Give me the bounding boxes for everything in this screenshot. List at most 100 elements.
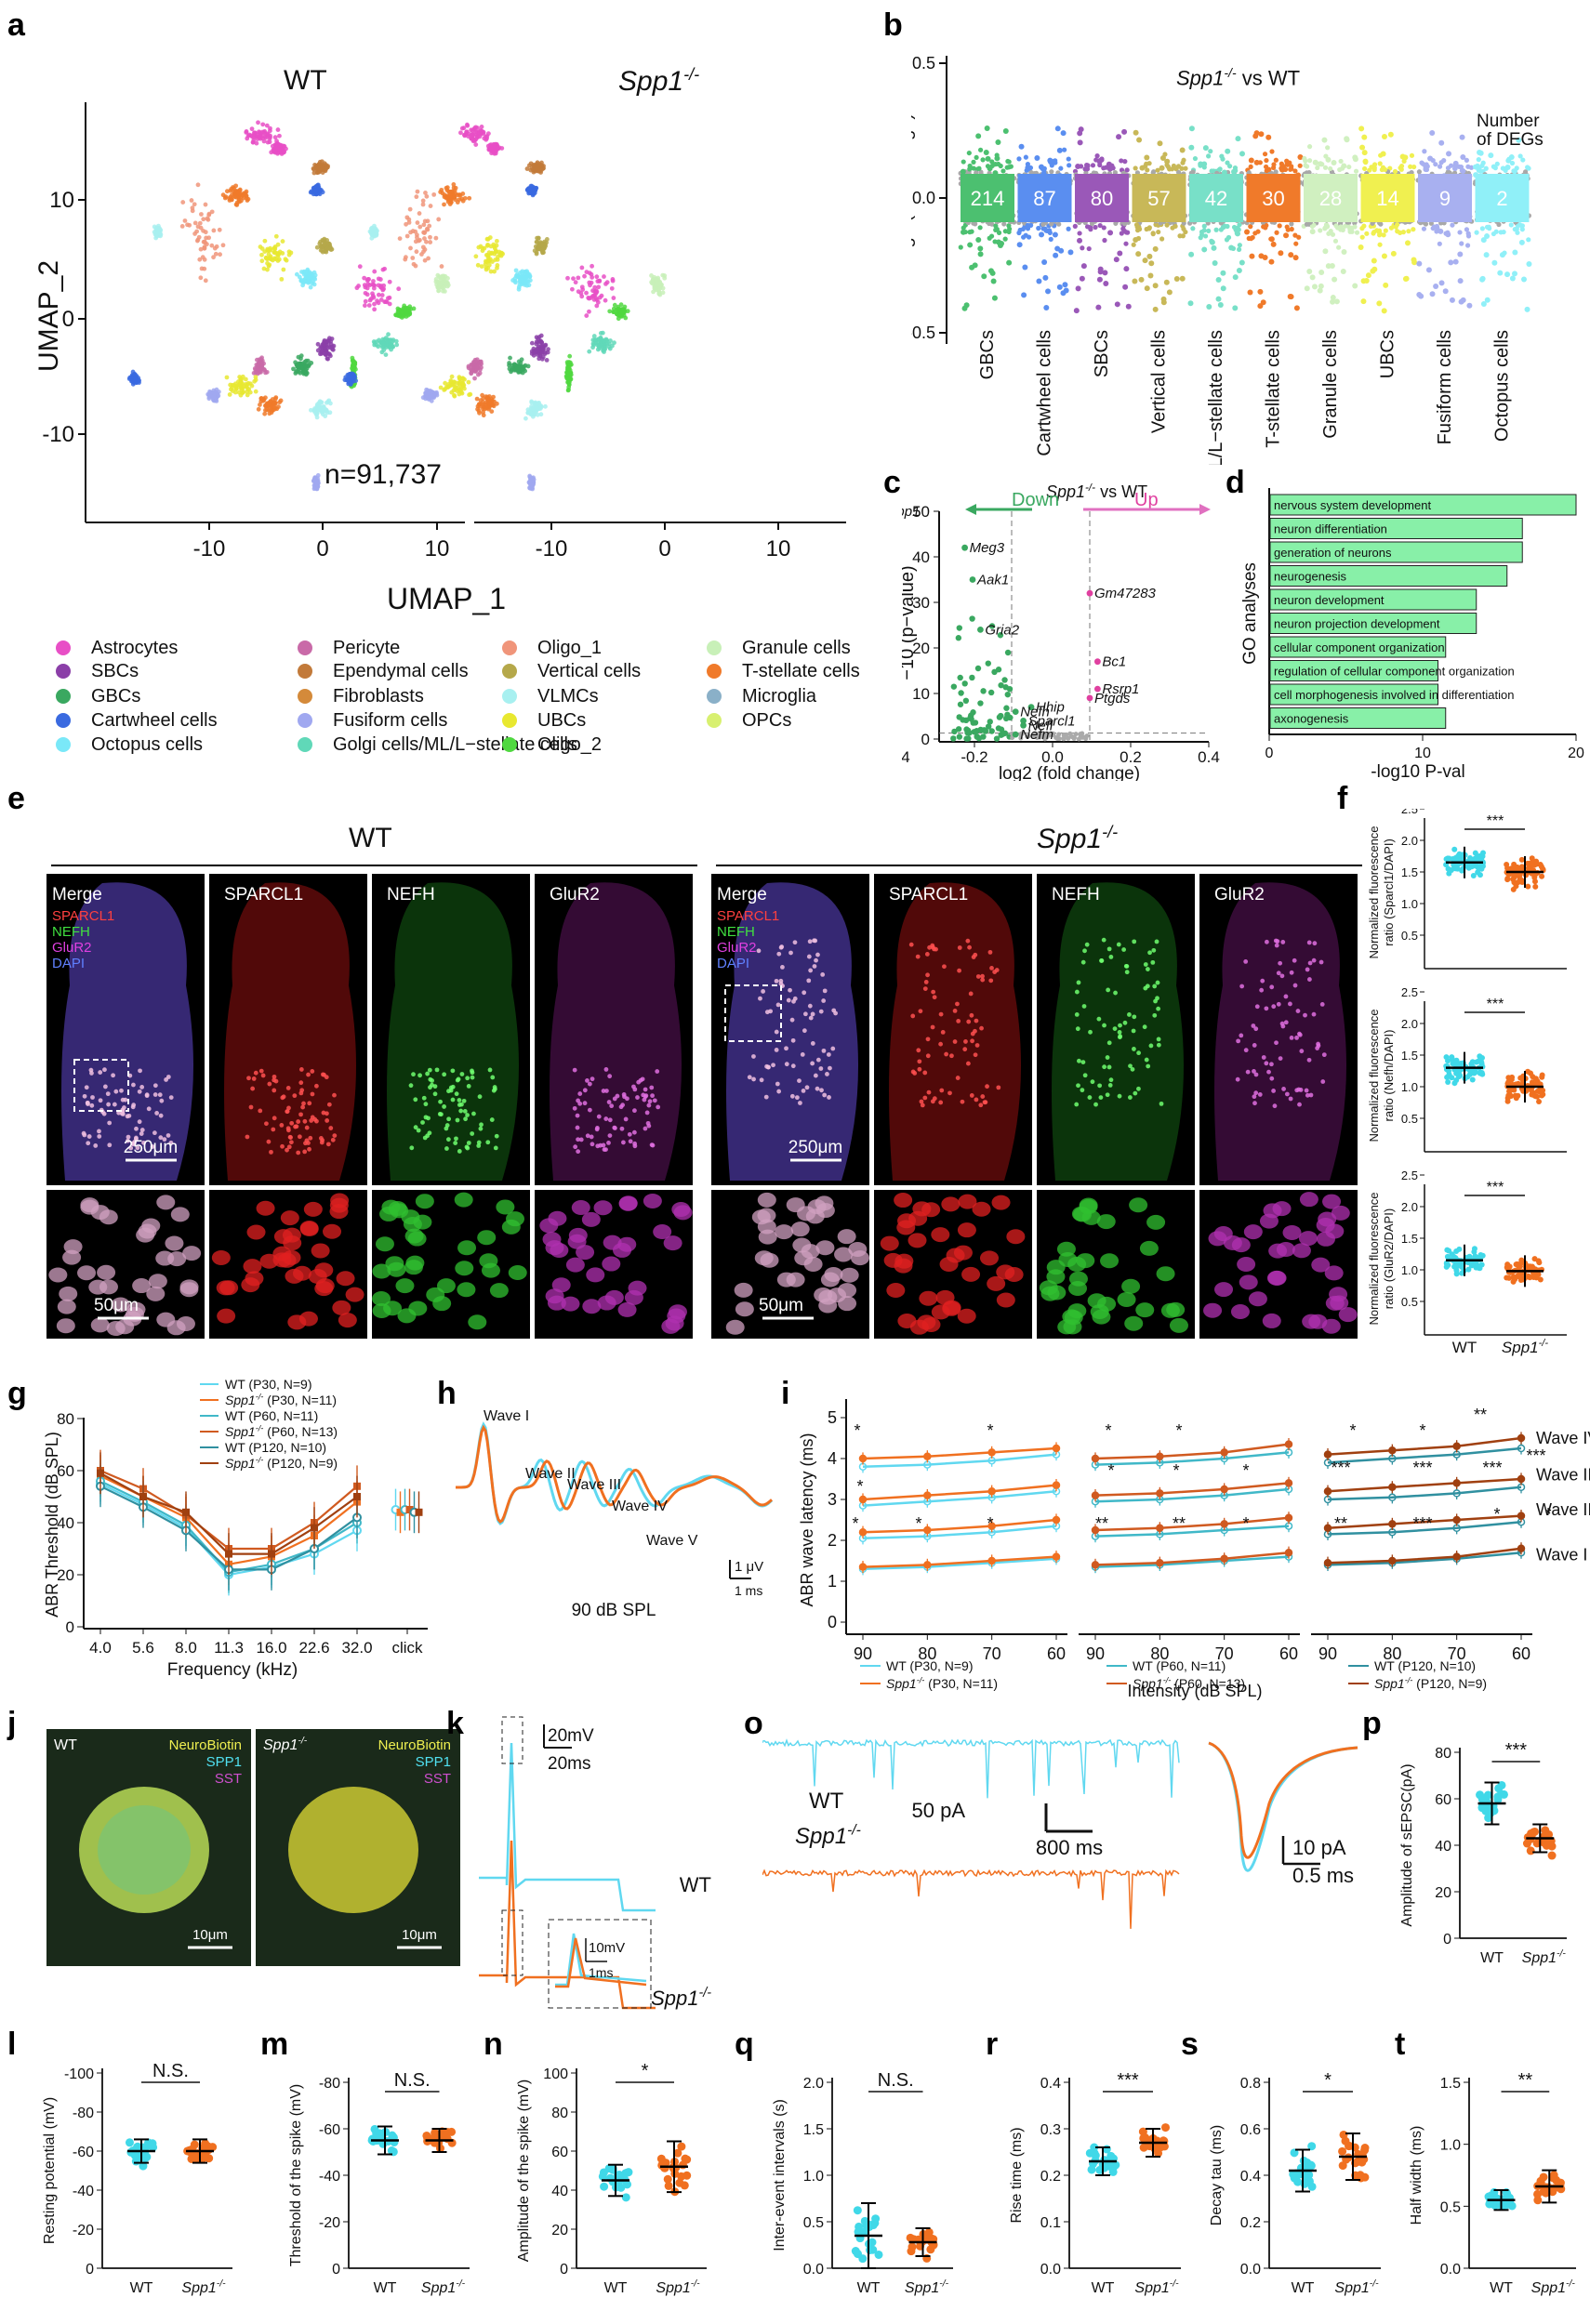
deg-point: [1123, 266, 1130, 272]
deg-point: [1102, 237, 1107, 244]
umap-point: [344, 376, 350, 382]
umap-point: [483, 258, 488, 264]
deg-point: [1488, 152, 1494, 159]
labeled-cell: [131, 1082, 136, 1088]
umap-point: [323, 414, 328, 419]
umap-point: [618, 302, 624, 308]
umap-point: [281, 267, 286, 272]
deg-point: [1517, 153, 1523, 159]
deg-point: [1377, 231, 1383, 236]
labeled-cell: [590, 1076, 595, 1082]
deg-point: [1138, 276, 1145, 283]
umap-n-count: n=91,737: [325, 459, 442, 490]
labeled-cell: [119, 1111, 125, 1116]
volcano-gene-label: Aak1: [976, 573, 1009, 588]
umap-point: [243, 376, 248, 382]
deg-point: [1006, 259, 1013, 266]
labeled-cell: [450, 1097, 456, 1103]
umap-point: [603, 347, 608, 351]
labeled-cell: [90, 1095, 95, 1100]
umap-point: [264, 369, 270, 375]
umap-cluster: [258, 233, 294, 282]
deg-point: [1086, 245, 1092, 252]
deg-point: [1119, 158, 1124, 164]
umap-point: [528, 410, 534, 416]
deg-point: [1483, 252, 1490, 258]
umap-point: [426, 391, 431, 396]
deg-category-label: Vertical cells: [1149, 330, 1170, 433]
umap-point: [224, 189, 230, 194]
umap-cluster: [433, 272, 451, 294]
deg-point: [1062, 282, 1068, 288]
deg-point: [1292, 232, 1298, 238]
labeled-cell: [572, 1067, 577, 1073]
deg-point: [1392, 168, 1398, 175]
deg-point: [1022, 264, 1028, 271]
labeled-cell: [439, 1112, 444, 1117]
umap-xtick-label: 0: [316, 536, 328, 561]
deg-point: [1312, 159, 1318, 165]
deg-category-label: Golgi cells/ ML/L−stellate cells: [1206, 330, 1226, 465]
deg-point: [1002, 236, 1008, 242]
zoom-cell: [99, 1279, 118, 1295]
zoom-cell: [372, 1291, 391, 1307]
umap-point: [537, 244, 541, 249]
umap-point: [579, 265, 585, 271]
deg-point: [1041, 258, 1048, 265]
umap-point: [654, 277, 659, 282]
deg-point: [1103, 281, 1109, 287]
deg-point: [1325, 156, 1332, 163]
labeled-cell: [421, 1095, 427, 1101]
umap-point: [325, 356, 330, 362]
labeled-cell: [298, 1080, 304, 1086]
umap-point: [525, 363, 531, 369]
umap-point: [442, 202, 446, 207]
volcano-point: [968, 716, 974, 722]
volcano-point: [960, 717, 966, 723]
umap-point: [241, 390, 246, 395]
deg-point: [1321, 137, 1328, 143]
deg-point: [1449, 297, 1455, 303]
volcano-point: [997, 632, 1004, 639]
deg-point: [1225, 223, 1230, 230]
umap-point: [211, 255, 216, 260]
deg-point: [1155, 167, 1160, 173]
labeled-cell: [126, 1138, 130, 1143]
deg-point: [1445, 231, 1451, 238]
labeled-cell: [289, 1120, 295, 1126]
umap-point: [195, 237, 201, 243]
umap-point: [534, 250, 539, 256]
umap-point: [270, 397, 275, 402]
deg-point: [1480, 160, 1486, 165]
umap-point: [309, 407, 313, 413]
zoom-cell: [256, 1200, 275, 1216]
umap-point: [298, 278, 304, 284]
deg-point: [1480, 301, 1487, 308]
umap-point: [489, 409, 495, 415]
umap-point: [266, 252, 272, 257]
deg-point: [1096, 158, 1103, 165]
deg-point: [1063, 287, 1069, 294]
umap-point: [404, 310, 409, 316]
umap-point: [421, 222, 427, 228]
panel-letter-d: d: [1226, 465, 1245, 500]
umap-point: [538, 412, 544, 417]
deg-point: [1322, 248, 1329, 255]
umap-point: [305, 267, 311, 272]
deg-point: [1501, 229, 1506, 235]
deg-point: [1135, 251, 1142, 257]
umap-point: [265, 132, 271, 138]
umap-wt-title: WT: [284, 65, 327, 96]
umap-point: [590, 288, 595, 294]
labeled-cell: [159, 1098, 165, 1103]
umap-point: [253, 389, 258, 394]
labeled-cell: [266, 1139, 272, 1144]
deg-point: [1496, 221, 1502, 228]
go-xlabel: -log10 P-val: [1371, 762, 1464, 781]
umap-point: [591, 334, 597, 338]
labeled-cell: [330, 1137, 336, 1142]
deg-point: [1201, 246, 1208, 253]
volcano-point: [980, 688, 987, 694]
umap-point: [526, 186, 532, 191]
umap-point: [424, 239, 429, 244]
